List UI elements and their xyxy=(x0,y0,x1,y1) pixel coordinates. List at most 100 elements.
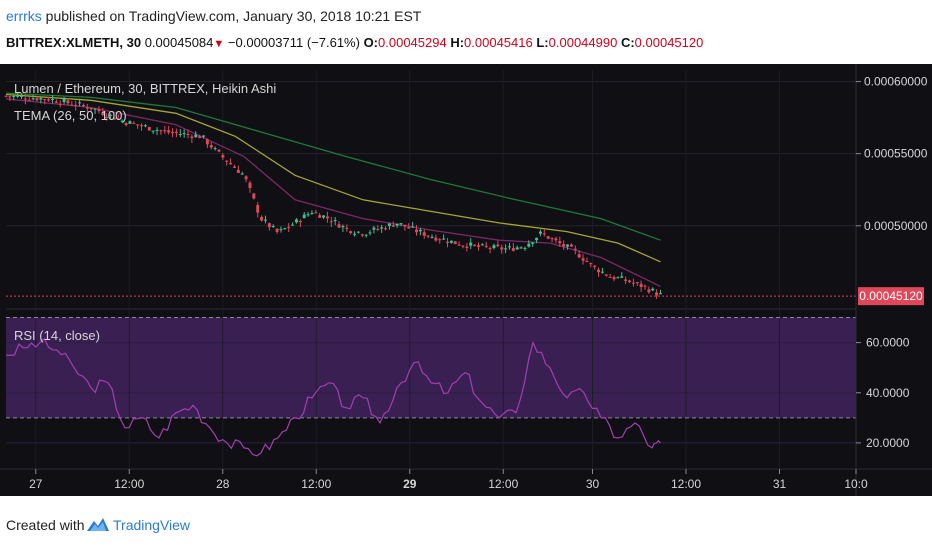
candle-body-down xyxy=(643,285,647,287)
candle-body-down xyxy=(488,248,492,250)
candle-body-up xyxy=(504,248,508,250)
candle-body-down xyxy=(287,226,291,228)
candle-body-down xyxy=(23,98,27,100)
rsi-y-axis: 60.0000 40.0000 20.0000 xyxy=(856,336,910,450)
candle-body-up xyxy=(387,223,391,227)
candle-body-up xyxy=(616,277,620,279)
candle-body-up xyxy=(16,95,20,97)
candle-body-down xyxy=(554,238,558,241)
time-axis-label: 28 xyxy=(216,477,230,491)
candles xyxy=(4,93,662,299)
candle-body-down xyxy=(647,289,651,293)
candle-body-down xyxy=(209,145,213,148)
candle-body-down xyxy=(426,235,430,237)
candle-body-down xyxy=(639,283,643,288)
candle-body-up xyxy=(449,240,453,243)
candle-body-down xyxy=(221,155,225,158)
time-x-axis: 27 12:00 28 12:00 29 12:00 30 12:00 31 10:0 xyxy=(29,469,868,491)
candle-body-up xyxy=(310,213,314,215)
created-with-text: Created with xyxy=(6,517,85,533)
candle-body-up xyxy=(279,229,283,231)
candle-body-down xyxy=(624,279,628,281)
candle-body-down xyxy=(229,162,233,165)
price-y-axis: 0.00060000 0.00055000 0.00050000 xyxy=(856,75,928,233)
candle-body-up xyxy=(600,271,604,273)
candle-body-down xyxy=(35,98,39,101)
candle-body-down xyxy=(267,223,271,228)
candle-body-down xyxy=(318,215,322,218)
candle-body-up xyxy=(213,148,217,150)
time-axis-label: 12:00 xyxy=(488,477,518,491)
candle-body-down xyxy=(205,139,209,145)
candle-body-down xyxy=(562,244,566,247)
open-label: O: xyxy=(363,35,379,50)
candle-body-down xyxy=(27,99,31,101)
symbol-quote-line: BITTREX:XLMETH, 30 0.00045084▼ −0.000037… xyxy=(6,35,703,50)
candle-body-down xyxy=(256,205,260,213)
candle-body-down xyxy=(163,130,167,132)
candle-body-up xyxy=(294,219,298,223)
candle-body-down xyxy=(81,105,85,107)
candle-body-up xyxy=(507,246,511,248)
candle-body-up xyxy=(109,114,113,116)
candle-body-up xyxy=(531,242,535,244)
candle-body-up xyxy=(442,238,446,240)
candle-body-up xyxy=(430,236,434,238)
candle-body-down xyxy=(248,182,252,189)
candle-body-down xyxy=(345,227,349,229)
candle-body-down xyxy=(585,261,589,263)
candle-body-down xyxy=(85,107,89,109)
candle-body-down xyxy=(438,239,442,241)
candle-body-up xyxy=(302,214,306,219)
candle-body-down xyxy=(403,224,407,227)
rsi-legend: RSI (14, close) xyxy=(14,328,100,343)
down-arrow-icon: ▼ xyxy=(213,38,225,50)
candle-body-down xyxy=(604,274,608,276)
author-link[interactable]: errrks xyxy=(6,8,42,24)
rsi-line xyxy=(5,337,661,457)
candle-body-down xyxy=(422,232,426,236)
candle-body-down xyxy=(298,221,302,223)
candle-body-down xyxy=(608,276,612,278)
price-change: −0.00003711 (−7.61%) xyxy=(227,35,360,50)
candle-body-up xyxy=(306,214,310,216)
candle-body-up xyxy=(202,135,206,137)
candle-body-down xyxy=(74,104,78,106)
candle-body-up xyxy=(271,225,275,227)
candle-body-down xyxy=(260,216,264,221)
tema-line-26 xyxy=(5,98,661,287)
candle-body-down xyxy=(186,134,190,136)
candle-body-down xyxy=(252,193,256,199)
low-value: 0.00044990 xyxy=(548,35,618,50)
candle-body-down xyxy=(360,234,364,236)
candle-body-down xyxy=(407,227,411,229)
candle-body-up xyxy=(93,108,97,110)
candle-body-down xyxy=(147,127,151,131)
rsi-axis-label: 20.0000 xyxy=(866,436,910,450)
time-axis-label: 12:00 xyxy=(301,477,331,491)
chart-area[interactable]: Lumen / Ethereum, 30, BITTREX, Heikin As… xyxy=(0,64,932,496)
chart-svg[interactable]: Lumen / Ethereum, 30, BITTREX, Heikin As… xyxy=(0,64,932,496)
candle-body-down xyxy=(376,229,380,231)
tema-line-100 xyxy=(5,92,661,241)
candle-body-up xyxy=(519,247,523,249)
symbol-label: BITTREX:XLMETH, 30 xyxy=(6,35,142,50)
candle-body-down xyxy=(236,169,240,173)
candle-body-up xyxy=(19,95,23,97)
candle-body-up xyxy=(120,120,124,122)
candle-body-down xyxy=(66,100,70,104)
candle-body-up xyxy=(515,247,519,250)
publish-header: errrks published on TradingView.com, Jan… xyxy=(0,0,932,64)
candle-body-down xyxy=(628,280,632,283)
candle-body-up xyxy=(399,223,403,225)
candle-body-up xyxy=(39,98,43,100)
candle-body-down xyxy=(577,254,581,258)
candle-body-down xyxy=(112,118,116,120)
candle-body-down xyxy=(546,236,550,239)
close-label: C: xyxy=(620,35,635,50)
candle-body-up xyxy=(372,227,376,230)
candle-body-up xyxy=(527,243,531,247)
tradingview-link[interactable]: TradingView xyxy=(113,517,191,533)
price-axis-label: 0.00060000 xyxy=(864,75,928,89)
candle-body-down xyxy=(171,132,175,134)
